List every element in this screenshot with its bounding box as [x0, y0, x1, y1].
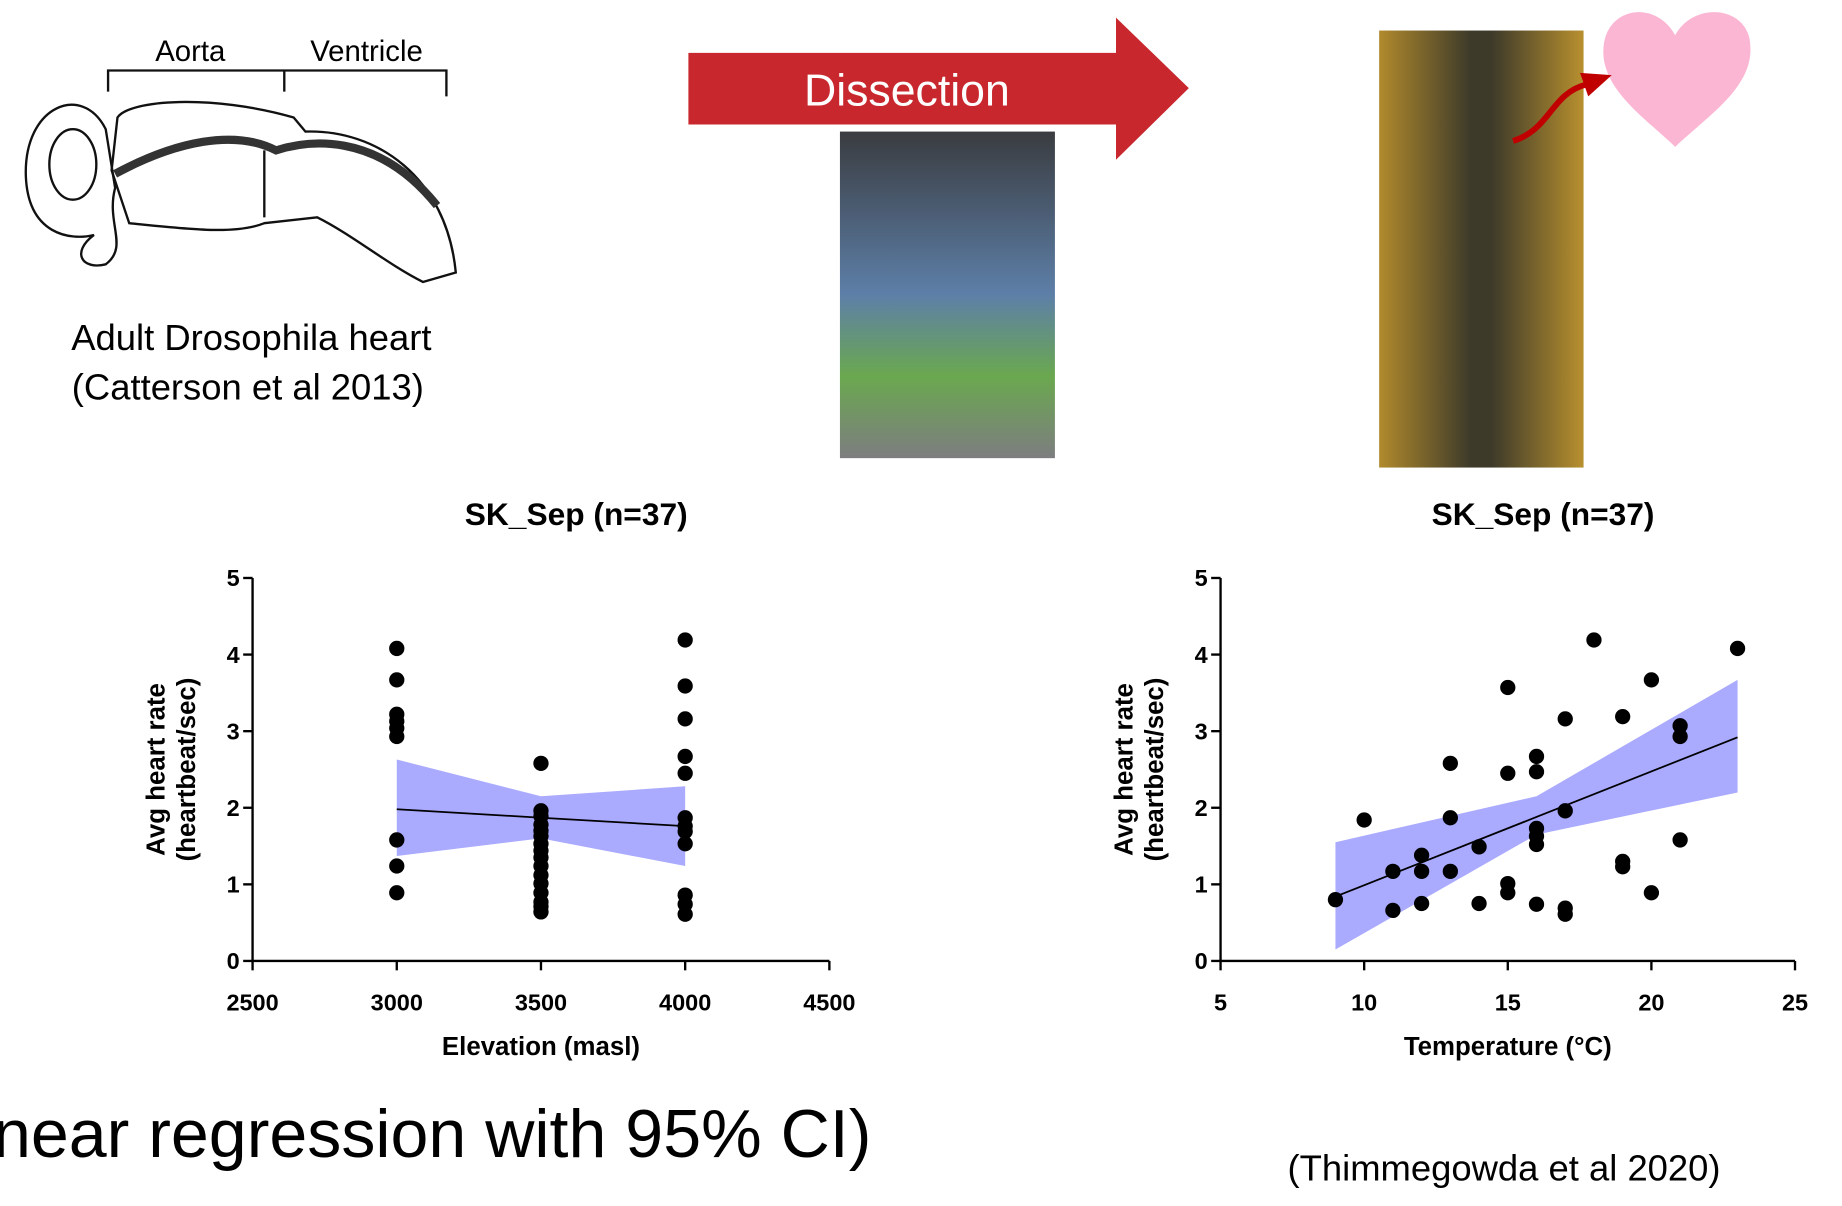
data-point [1730, 641, 1745, 656]
y-axis-label: Avg heart rate [1110, 683, 1138, 856]
data-point [1558, 803, 1573, 818]
data-point [1443, 810, 1458, 825]
data-point [1615, 709, 1630, 724]
y-tick-label: 1 [1195, 872, 1208, 898]
data-point [1529, 897, 1544, 912]
x-axis-label: Temperature (°C) [1404, 1033, 1612, 1061]
photo [840, 132, 1055, 459]
heart-label: Aorta [155, 35, 226, 68]
x-tick-label: 3500 [515, 989, 567, 1015]
y-tick-label: 0 [1195, 948, 1208, 974]
y-tick-label: 2 [1195, 795, 1208, 821]
data-point [1672, 729, 1687, 744]
data-point [1615, 859, 1630, 874]
x-tick-label: 20 [1638, 989, 1664, 1015]
data-point [1558, 907, 1573, 922]
data-point [678, 749, 693, 764]
data-point [1414, 864, 1429, 879]
data-point [678, 632, 693, 647]
heart-label: Ventricle [310, 35, 423, 68]
x-tick-label: 15 [1495, 989, 1521, 1015]
y-tick-label: 0 [227, 948, 240, 974]
y-axis-label: (heartbeat/sec) [173, 678, 201, 862]
y-tick-label: 3 [227, 718, 240, 744]
data-point [1357, 812, 1372, 827]
data-point [1558, 711, 1573, 726]
data-point [1385, 864, 1400, 879]
data-point [1644, 672, 1659, 687]
data-point [1500, 680, 1515, 695]
footer-text: (Thimmegowda et al 2020) [1288, 1148, 1721, 1189]
y-axis-label: (heartbeat/sec) [1141, 678, 1169, 862]
x-tick-label: 10 [1351, 989, 1377, 1015]
data-point [1414, 896, 1429, 911]
data-point [389, 729, 404, 744]
data-point [389, 832, 404, 847]
photo [1379, 31, 1583, 468]
data-point [1443, 756, 1458, 771]
x-tick-label: 5 [1214, 989, 1227, 1015]
pointer-arrow-head [1580, 73, 1612, 96]
data-point [678, 678, 693, 693]
data-point [1644, 885, 1659, 900]
data-point [389, 885, 404, 900]
x-tick-label: 4000 [659, 989, 711, 1015]
data-point [389, 672, 404, 687]
heart-caption: Adult Drosophila heart [71, 317, 431, 358]
data-point [1529, 764, 1544, 779]
data-point [1471, 896, 1486, 911]
data-point [1443, 864, 1458, 879]
data-point [678, 836, 693, 851]
data-point [533, 756, 548, 771]
page: Aorta Ventricle Adult Drosophila heart (… [0, 0, 1842, 1206]
data-point [678, 766, 693, 781]
x-tick-label: 4500 [803, 989, 855, 1015]
x-tick-label: 2500 [226, 989, 278, 1015]
data-point [678, 711, 693, 726]
data-point [1529, 749, 1544, 764]
data-point [1500, 766, 1515, 781]
chart-title: SK_Sep (n=37) [465, 496, 688, 532]
heart-caption: (Catterson et al 2013) [72, 366, 424, 407]
data-point [389, 641, 404, 656]
heart-icon [1603, 12, 1750, 147]
x-axis-label: Elevation (masl) [442, 1033, 640, 1061]
y-tick-label: 2 [227, 795, 240, 821]
footer-text: near regression with 95% CI) [0, 1096, 871, 1172]
data-point [1672, 832, 1687, 847]
data-point [1529, 837, 1544, 852]
y-tick-label: 4 [227, 642, 240, 668]
data-point [1586, 632, 1601, 647]
x-tick-label: 3000 [371, 989, 423, 1015]
arrow-label: Dissection [804, 67, 1010, 116]
data-point [533, 904, 548, 919]
data-point [389, 858, 404, 873]
y-tick-label: 5 [227, 565, 240, 591]
slide: Aorta Ventricle Adult Drosophila heart (… [0, 0, 1842, 1206]
data-point [1471, 839, 1486, 854]
data-point [1328, 892, 1343, 907]
y-tick-label: 4 [1195, 642, 1208, 668]
chart-title: SK_Sep (n=37) [1432, 496, 1655, 532]
y-tick-label: 1 [227, 872, 240, 898]
y-tick-label: 3 [1195, 718, 1208, 744]
heart-diagram [26, 70, 456, 281]
data-point [678, 907, 693, 922]
x-tick-label: 25 [1782, 989, 1808, 1015]
data-point [1500, 885, 1515, 900]
y-axis-label: Avg heart rate [142, 683, 170, 856]
y-tick-label: 5 [1195, 565, 1208, 591]
data-point [1385, 903, 1400, 918]
data-point [1414, 848, 1429, 863]
